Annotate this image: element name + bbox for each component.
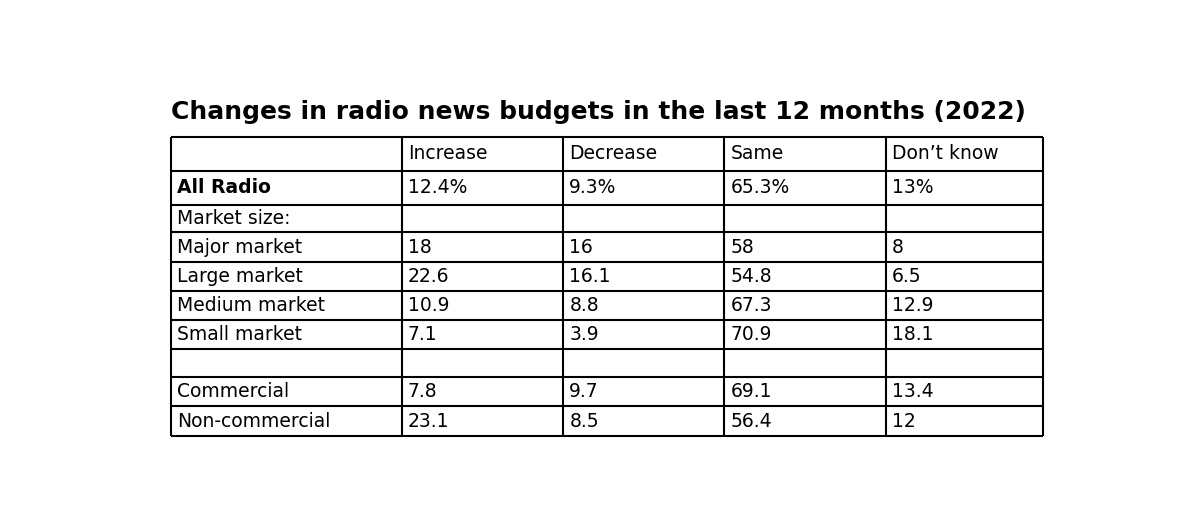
Text: 13%: 13%	[892, 178, 933, 197]
Text: Medium market: Medium market	[177, 296, 324, 315]
Text: 3.9: 3.9	[569, 325, 599, 344]
Text: 8: 8	[892, 238, 904, 257]
Text: 16.1: 16.1	[569, 267, 611, 286]
Text: 18: 18	[408, 238, 432, 257]
Text: Commercial: Commercial	[177, 382, 289, 401]
Text: 9.3%: 9.3%	[569, 178, 617, 197]
Text: Non-commercial: Non-commercial	[177, 412, 330, 431]
Text: Small market: Small market	[177, 325, 302, 344]
Text: Major market: Major market	[177, 238, 302, 257]
Text: 56.4: 56.4	[730, 412, 772, 431]
Text: 13.4: 13.4	[892, 382, 933, 401]
Text: 12.4%: 12.4%	[408, 178, 467, 197]
Text: Large market: Large market	[177, 267, 303, 286]
Text: Don’t know: Don’t know	[892, 144, 998, 163]
Text: 16: 16	[569, 238, 594, 257]
Text: 12: 12	[892, 412, 916, 431]
Text: Increase: Increase	[408, 144, 487, 163]
Text: 70.9: 70.9	[730, 325, 772, 344]
Text: 8.5: 8.5	[569, 412, 599, 431]
Text: 7.1: 7.1	[408, 325, 438, 344]
Text: 69.1: 69.1	[730, 382, 772, 401]
Text: 12.9: 12.9	[892, 296, 933, 315]
Text: 9.7: 9.7	[569, 382, 599, 401]
Text: 54.8: 54.8	[730, 267, 772, 286]
Text: 8.8: 8.8	[569, 296, 599, 315]
Text: 22.6: 22.6	[408, 267, 450, 286]
Text: 67.3: 67.3	[730, 296, 772, 315]
Text: Same: Same	[730, 144, 784, 163]
Text: Market size:: Market size:	[177, 209, 290, 228]
Text: All Radio: All Radio	[177, 178, 271, 197]
Text: 10.9: 10.9	[408, 296, 450, 315]
Text: Decrease: Decrease	[569, 144, 657, 163]
Text: 6.5: 6.5	[892, 267, 922, 286]
Text: 23.1: 23.1	[408, 412, 450, 431]
Text: 18.1: 18.1	[892, 325, 933, 344]
Text: 7.8: 7.8	[408, 382, 438, 401]
Text: 65.3%: 65.3%	[730, 178, 789, 197]
Text: 58: 58	[730, 238, 754, 257]
Text: Changes in radio news budgets in the last 12 months (2022): Changes in radio news budgets in the las…	[171, 100, 1025, 124]
